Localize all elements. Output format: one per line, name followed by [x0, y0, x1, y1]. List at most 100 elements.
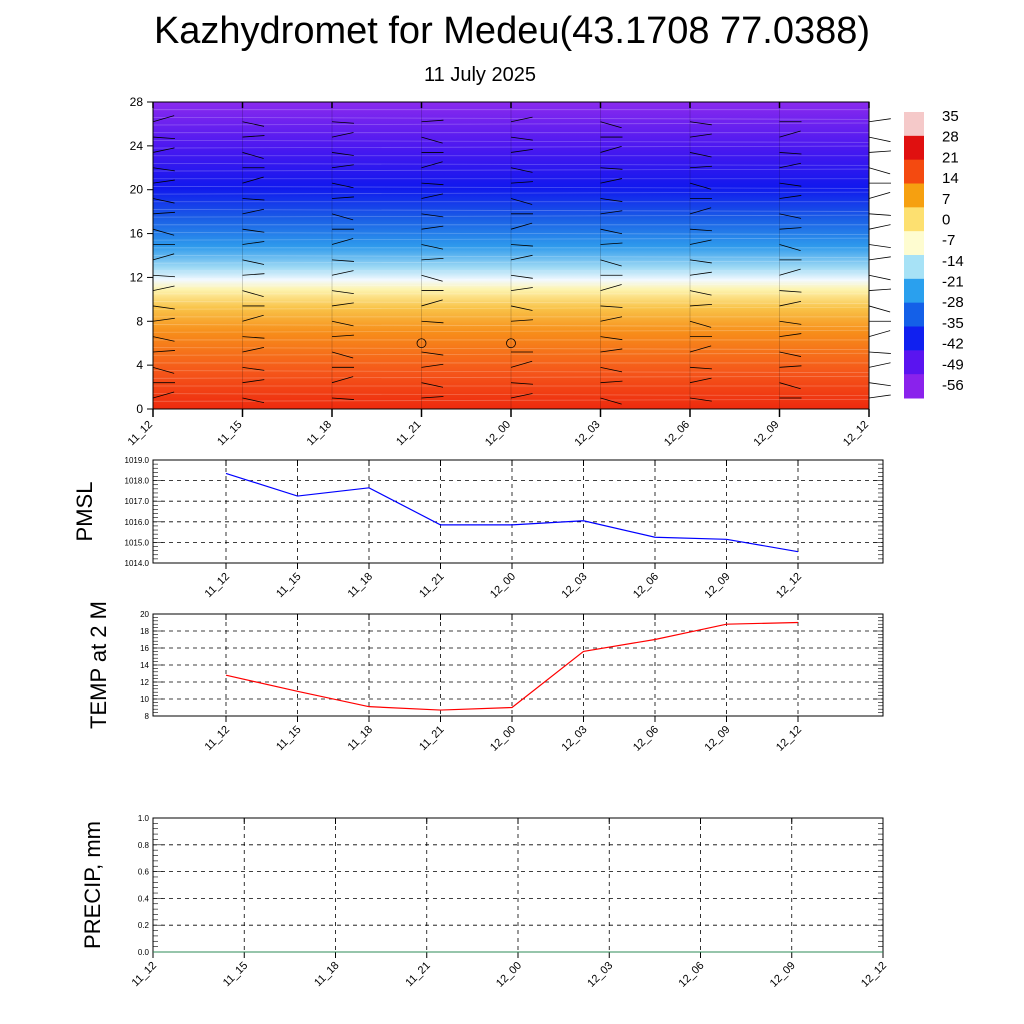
- wind-barb: [689, 182, 712, 190]
- wind-barb: [600, 228, 623, 235]
- wind-barb: [689, 259, 712, 264]
- y-tick-label: 1018.0: [125, 477, 150, 486]
- x-tick-label: 12_00: [488, 571, 518, 601]
- wind-barb: [600, 145, 622, 153]
- wind-barb: [242, 198, 265, 201]
- wind-barb: [152, 253, 175, 261]
- colorbar-swatch: [904, 302, 924, 327]
- heatmap-panel: 0 4 8 12 16 20 24 28 11_12 11_15 11_18 11_21 12_00 12…: [126, 95, 891, 449]
- contour-line: [152, 301, 870, 304]
- wind-barb: [689, 165, 712, 169]
- contour-line: [152, 375, 870, 379]
- x-tick-label: 12_09: [752, 419, 782, 449]
- colorbar-label: 0: [942, 211, 950, 228]
- wind-barb: [421, 182, 444, 186]
- y-axis-label: PMSL: [72, 482, 97, 542]
- contour-line: [152, 116, 870, 120]
- wind-barb: [689, 377, 712, 384]
- x-tick-label: 12_00: [494, 960, 524, 990]
- colorbar-swatch: [904, 278, 924, 304]
- wind-barb: [868, 167, 891, 175]
- wind-barb: [689, 345, 712, 353]
- wind-barb: [331, 164, 354, 169]
- contour-line: [152, 145, 870, 149]
- wind-barb: [510, 244, 533, 247]
- x-tick-label: 11_15: [221, 960, 251, 990]
- wind-barb: [779, 300, 802, 307]
- colorbar-swatch: [904, 159, 924, 184]
- y-tick-label: 16: [130, 227, 144, 241]
- colorbar-label: -21: [942, 274, 964, 291]
- x-tick-label: 11_15: [215, 419, 245, 449]
- wind-barb: [421, 136, 443, 144]
- contour-line: [152, 329, 870, 333]
- x-tick-label: 12_03: [585, 960, 615, 990]
- wind-barb: [600, 316, 623, 322]
- colorbar-label: -14: [942, 253, 964, 270]
- wind-barb: [510, 274, 533, 279]
- colorbar-label: -7: [942, 232, 955, 249]
- wind-barb: [689, 239, 712, 245]
- y-tick-label: 12: [130, 270, 144, 284]
- x-tick-label: 11_21: [417, 571, 447, 601]
- wind-barb: [689, 152, 712, 158]
- wind-barb: [421, 213, 444, 218]
- wind-barb: [689, 207, 712, 215]
- x-tick-label: 11_12: [203, 724, 233, 754]
- wind-barb: [331, 196, 354, 199]
- colorbar-label: 28: [942, 129, 959, 146]
- wind-barb: [600, 336, 623, 341]
- wind-barb: [689, 121, 712, 126]
- panel-frame: [152, 613, 884, 717]
- wind-barb: [868, 244, 891, 248]
- wind-barb: [600, 348, 623, 353]
- wind-barb: [779, 351, 802, 357]
- wind-barb: [421, 257, 444, 261]
- wind-barb: [421, 396, 444, 399]
- wind-barb: [779, 227, 802, 230]
- wind-barb: [331, 213, 354, 221]
- wind-barb: [331, 334, 354, 338]
- wind-barb: [421, 299, 443, 307]
- colorbar-label: 7: [942, 191, 950, 208]
- wind-barb: [779, 320, 802, 325]
- wind-barb: [689, 304, 712, 307]
- colorbar-swatch: [904, 350, 924, 375]
- wind-barb: [421, 320, 444, 324]
- wind-barb: [152, 198, 175, 204]
- wind-barb: [421, 382, 444, 388]
- contour-line: [152, 232, 870, 235]
- wind-barb: [152, 317, 175, 322]
- y-tick-label: 8: [145, 712, 150, 721]
- wind-barb: [779, 152, 802, 155]
- wind-barb: [868, 224, 891, 230]
- wind-barb: [779, 244, 801, 251]
- wind-barb: [152, 336, 175, 342]
- wind-barb: [510, 393, 533, 399]
- y-tick-label: 0.2: [138, 921, 150, 930]
- wind-barb: [868, 394, 891, 399]
- wind-barb: [421, 225, 444, 230]
- wind-barb: [331, 270, 354, 276]
- contour-line: [152, 283, 870, 287]
- contour-line: [152, 122, 870, 126]
- wind-barb: [242, 366, 265, 371]
- wind-barb: [421, 119, 444, 123]
- x-tick-label: 11_21: [394, 419, 424, 449]
- wind-barb: [421, 363, 444, 368]
- y-axis-label: PRECIP, mm: [80, 821, 105, 949]
- wind-barb: [421, 351, 444, 356]
- wind-barb: [510, 116, 533, 123]
- x-tick-label: 11_21: [417, 724, 447, 754]
- contour-line: [152, 139, 870, 143]
- wind-barb: [421, 244, 444, 250]
- wind-barb: [152, 391, 175, 399]
- wind-barb: [868, 274, 891, 281]
- wind-barb: [689, 271, 712, 276]
- wind-barb: [600, 284, 622, 291]
- wind-barb: [152, 285, 175, 291]
- wind-barb: [242, 208, 265, 215]
- wind-barb: [242, 241, 265, 245]
- wind-barb: [600, 167, 623, 170]
